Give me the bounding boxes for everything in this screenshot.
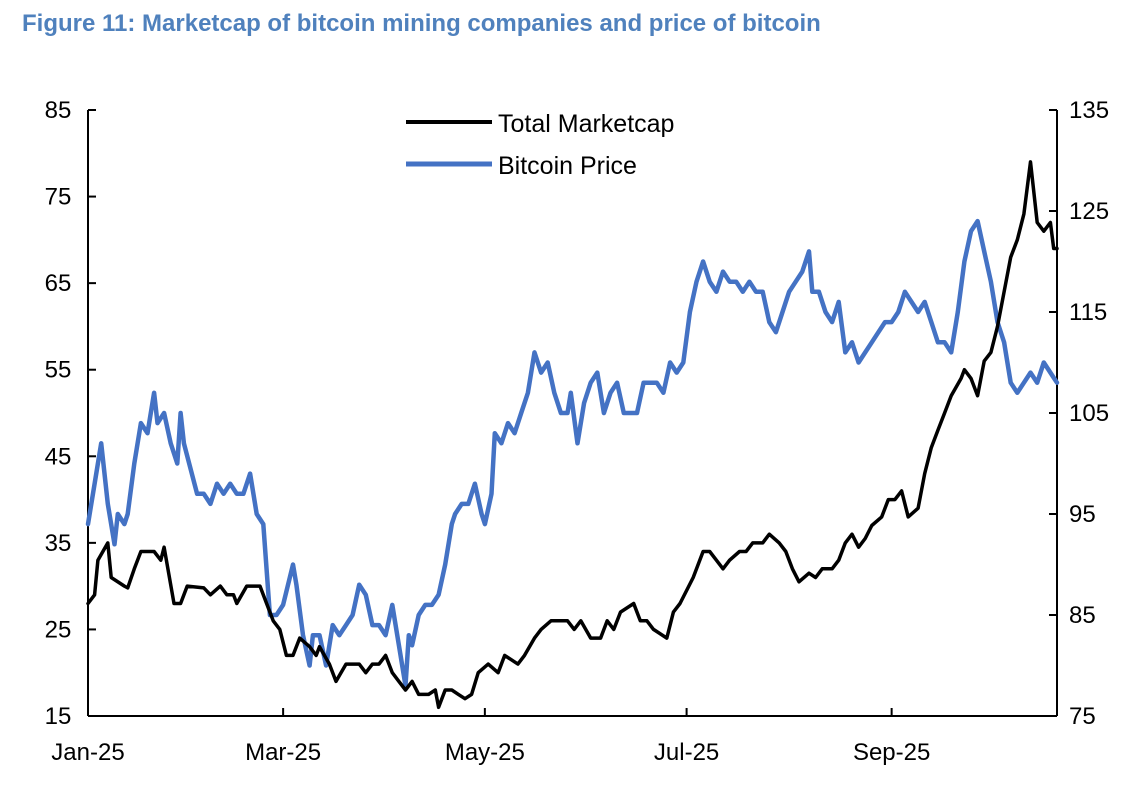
right-y-tick-label: 115 <box>1069 299 1107 326</box>
x-tick-label: Mar-25 <box>245 739 321 766</box>
left-y-tick-label: 45 <box>45 443 72 470</box>
x-tick-label: Jul-25 <box>654 739 719 766</box>
left-y-tick-label: 35 <box>45 530 72 557</box>
right-y-ticks: 75 85 95 105 115 125 135 <box>1049 97 1109 730</box>
right-y-tick-label: 135 <box>1069 97 1109 124</box>
left-y-ticks: 15 25 35 45 55 65 75 85 <box>45 97 96 730</box>
chart-title: Figure 11: Marketcap of bitcoin mining c… <box>22 10 821 37</box>
legend: Total Marketcap Bitcoin Price <box>406 110 674 180</box>
series-line-total-marketcap <box>86 160 1059 710</box>
series-line-bitcoin-price <box>85 218 1060 688</box>
legend-label-total-marketcap: Total Marketcap <box>498 110 674 138</box>
legend-label-bitcoin-price: Bitcoin Price <box>498 152 637 180</box>
left-y-tick-label: 85 <box>45 97 72 124</box>
x-tick-label: May-25 <box>445 739 525 766</box>
right-y-tick-label: 125 <box>1069 198 1109 225</box>
left-y-tick-label: 25 <box>45 616 72 643</box>
left-y-tick-label: 55 <box>45 357 72 384</box>
x-tick-label: Sep-25 <box>853 739 930 766</box>
left-y-tick-label: 75 <box>45 184 72 211</box>
left-y-tick-label: 15 <box>45 703 72 730</box>
right-y-tick-label: 85 <box>1069 602 1096 629</box>
right-y-tick-label: 75 <box>1069 703 1096 730</box>
x-ticks: Jan-25 Mar-25 May-25 Jul-25 Sep-25 <box>51 708 930 766</box>
x-tick-label: Jan-25 <box>51 739 124 766</box>
right-y-tick-label: 95 <box>1069 501 1096 528</box>
right-y-tick-label: 105 <box>1069 400 1109 427</box>
left-y-tick-label: 65 <box>45 270 72 297</box>
series-lines <box>85 160 1060 710</box>
